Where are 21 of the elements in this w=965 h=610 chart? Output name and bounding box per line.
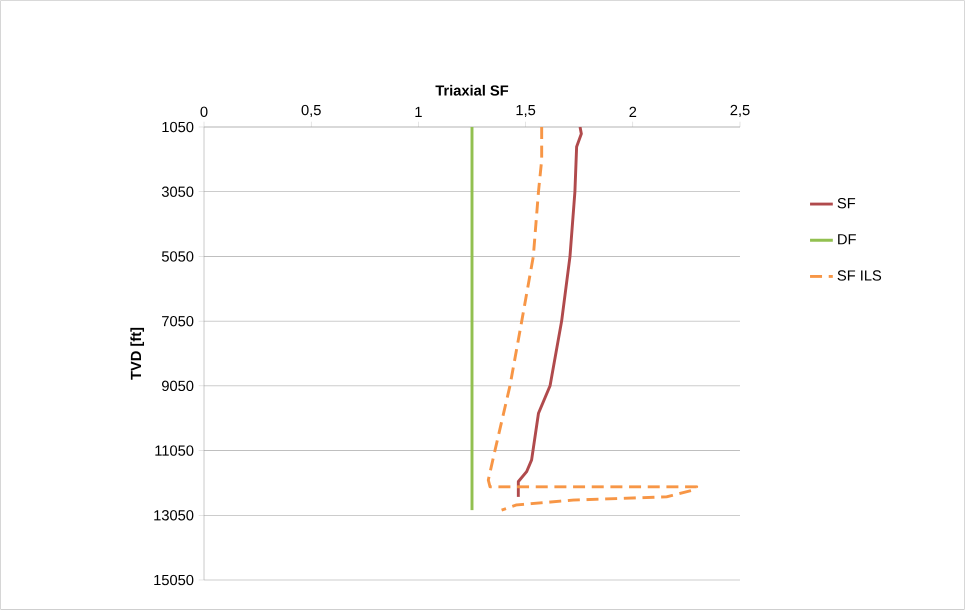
y-tick-label: 11050 (155, 445, 194, 456)
y-tick-label: 5050 (162, 251, 194, 262)
x-tick-label: 2,5 (730, 104, 750, 117)
x-axis-title: Triaxial SF (435, 84, 508, 96)
line-series (516, 126, 583, 498)
y-tick-label: 7050 (162, 316, 194, 326)
line-series (486, 126, 698, 512)
x-tick-label: 2 (629, 106, 636, 117)
y-tick-label: 13050 (154, 510, 194, 520)
legend-label: DF (838, 234, 856, 244)
legend-label: SF ILS (838, 270, 882, 281)
x-tick-label: 1 (415, 106, 422, 117)
y-tick-label: 15050 (154, 574, 194, 586)
y-tick-label: 3050 (162, 186, 194, 197)
x-tick-label: 0 (200, 106, 208, 117)
x-tick-label: 1,5 (516, 105, 536, 117)
y-tick-label: 1050 (162, 122, 194, 132)
x-tick-label: 0,5 (302, 104, 321, 117)
legend-label: SF (838, 198, 856, 208)
y-tick-label: 9050 (162, 380, 194, 392)
y-axis-title: TVD [ft] (130, 328, 144, 380)
